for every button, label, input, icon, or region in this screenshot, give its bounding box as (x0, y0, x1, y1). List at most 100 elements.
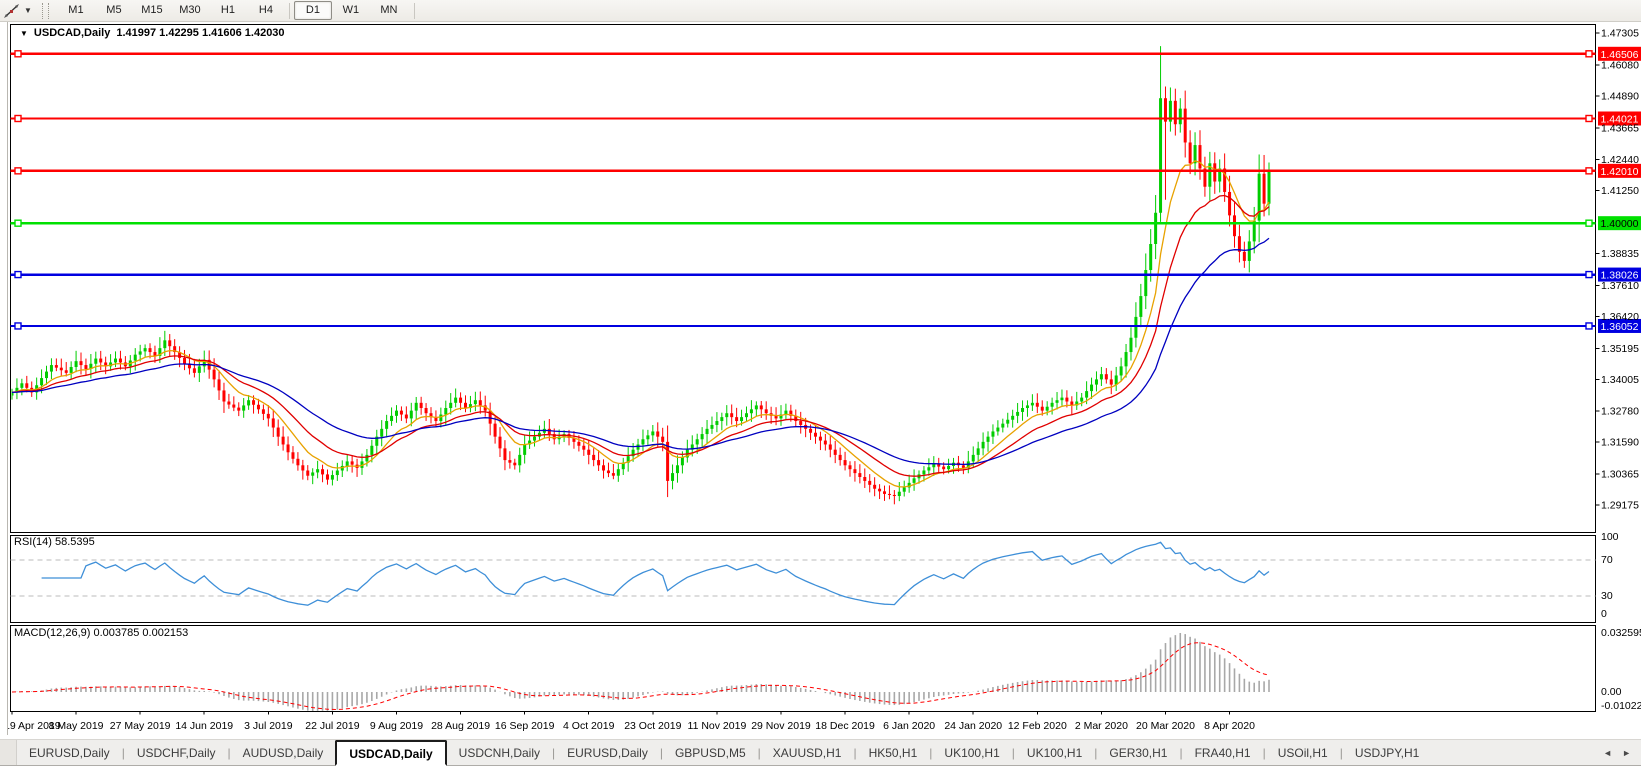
toolbar-separator (413, 2, 415, 19)
tabbar-navigation: ◄ ► (1603, 740, 1641, 765)
timeframe-button-M1[interactable]: M1 (68, 4, 84, 16)
price-axis-label: 1.42440 (1601, 154, 1639, 166)
rsi-line (41, 541, 1270, 606)
chart-tabbar-area: EURUSD,Daily | USDCHF,Daily | AUDUSD,Daily US… (0, 735, 1641, 769)
toolbar-separator (288, 2, 290, 19)
macd-signal-line (11, 642, 1270, 711)
svg-text:1.44021: 1.44021 (1601, 113, 1639, 125)
time-axis-label: 23 Oct 2019 (624, 720, 681, 732)
chart-tab-USDJPY-H1[interactable]: USDJPY,H1 (1354, 746, 1420, 760)
price-axis-label: 1.47305 (1601, 28, 1639, 40)
time-axis-label: 6 Jan 2020 (883, 720, 935, 732)
rsi-axis-label: 70 (1601, 554, 1613, 566)
tab-separator: | (659, 745, 663, 760)
time-axis-label: 18 Dec 2019 (815, 720, 875, 732)
price-badge-1.44021 (1598, 111, 1641, 126)
chart-tab-GER30-H1[interactable]: GER30,H1 (1109, 746, 1168, 760)
macd-pane[interactable] (10, 625, 1596, 712)
price-badge-1.46506 (1598, 46, 1641, 61)
rsi-indicator-label: RSI(14) 58.5395 (14, 536, 95, 548)
svg-text:1.36052: 1.36052 (1601, 321, 1639, 333)
chart-tab-USDCHF-Daily[interactable]: USDCHF,Daily (136, 746, 216, 760)
macd-axis-label: -0.010227 (1601, 700, 1641, 712)
tab-separator: | (1179, 745, 1183, 760)
rsi-axis-label: 30 (1601, 590, 1613, 602)
time-axis-label: 24 Jan 2020 (944, 720, 1002, 732)
timeframe-button-M30[interactable]: M30 (179, 4, 201, 16)
chart-tab-UK100-H1[interactable]: UK100,H1 (944, 746, 1000, 760)
chart-tab-GBPUSD-M5[interactable]: GBPUSD,M5 (674, 746, 746, 760)
tab-separator: | (121, 745, 125, 760)
tab-separator: | (1262, 745, 1266, 760)
chart-canvas[interactable]: 1.46506 1.44021 1.42010 1.40000 1.38026 1.360… (8, 22, 1641, 735)
time-axis-label: 8 May 2019 (49, 720, 104, 732)
tab-separator: | (552, 745, 556, 760)
price-axis-label: 1.35195 (1601, 343, 1639, 355)
chart-tab-USDCAD-Daily[interactable]: USDCAD,Daily (335, 740, 447, 766)
hline-1.44021[interactable]: 1.44021 (10, 111, 1641, 126)
price-badge-1.40000 (1598, 216, 1641, 231)
time-axis-label: 2 Mar 2020 (1075, 720, 1128, 732)
time-axis-label: 14 Jun 2019 (175, 720, 233, 732)
tab-separator: | (1339, 745, 1343, 760)
chart-tab-USOil-H1[interactable]: USOil,H1 (1277, 746, 1328, 760)
rsi-pane[interactable] (10, 535, 1596, 623)
time-axis-label: 3 Jul 2019 (244, 720, 293, 732)
price-axis-label: 1.31590 (1601, 437, 1639, 449)
timeframe-button-M15[interactable]: M15 (141, 4, 163, 16)
time-axis-label: 28 Aug 2019 (431, 720, 490, 732)
chart-title: ▼ USDCAD,Daily 1.41997 1.42295 1.41606 1… (20, 27, 285, 39)
timeframe-button-W1[interactable]: W1 (342, 4, 360, 16)
time-axis-label: 22 Jul 2019 (305, 720, 359, 732)
macd-histogram (16, 633, 1270, 711)
moving-average-slow (11, 237, 1270, 466)
tool-dropdown-caret-icon[interactable]: ▼ (24, 6, 32, 15)
chart-tab-UK100-H1[interactable]: UK100,H1 (1026, 746, 1083, 760)
chart-tab-FRA40-H1[interactable]: FRA40,H1 (1194, 746, 1251, 760)
hline-1.42010[interactable]: 1.42010 (10, 163, 1641, 178)
chart-tab-XAUUSD-H1[interactable]: XAUUSD,H1 (772, 746, 842, 760)
timeframe-button-H1[interactable]: H1 (220, 4, 235, 16)
rsi-axis-label: 100 (1601, 531, 1619, 543)
tab-separator: | (1094, 745, 1098, 760)
tab-separator: | (757, 745, 761, 760)
timeframe-button-D1[interactable]: D1 (293, 1, 332, 20)
price-axis-label: 1.37610 (1601, 280, 1639, 292)
timeframe-button-M5[interactable]: M5 (106, 4, 122, 16)
svg-text:1.46506: 1.46506 (1601, 49, 1639, 61)
chart-tab-AUDUSD-Daily[interactable]: AUDUSD,Daily (242, 746, 324, 760)
chart-window[interactable]: 1.46506 1.44021 1.42010 1.40000 1.38026 1.360… (8, 22, 1641, 735)
hline-1.46506[interactable]: 1.46506 (10, 46, 1641, 61)
timeframe-button-MN[interactable]: MN (380, 4, 398, 16)
time-axis-label: 19 Apr 2019 (8, 720, 61, 732)
hline-1.40000[interactable]: 1.40000 (10, 216, 1641, 231)
tab-scroll-left-icon[interactable]: ◄ (1603, 747, 1613, 758)
main-price-pane[interactable] (10, 24, 1596, 533)
toolbar-drag-grip[interactable] (41, 2, 49, 19)
timeframe-buttons: M1 M5 M15 M30 H1 H4 D1 W1 MN (57, 1, 408, 20)
chart-tab-HK50-H1[interactable]: HK50,H1 (868, 746, 918, 760)
hline-1.38026[interactable]: 1.38026 (10, 267, 1641, 282)
price-axis-label: 1.36420 (1601, 311, 1639, 323)
timeframe-button-H4[interactable]: H4 (258, 4, 273, 16)
svg-text:1.42010: 1.42010 (1601, 166, 1639, 178)
chart-tab-USDCNH-Daily[interactable]: USDCNH,Daily (458, 746, 541, 760)
chart-ohlc-values: 1.41997 1.42295 1.41606 1.42030 (116, 27, 285, 39)
svg-text:1.40000: 1.40000 (1601, 218, 1639, 230)
moving-average-fast (11, 160, 1270, 488)
line-draw-tool-icon[interactable] (3, 3, 21, 19)
time-axis-scale-area[interactable] (11, 713, 1596, 735)
chart-collapse-caret-icon[interactable]: ▼ (20, 28, 28, 38)
chart-tab-EURUSD-Daily[interactable]: EURUSD,Daily (567, 746, 648, 760)
price-axis-label: 1.46080 (1601, 59, 1639, 71)
tab-scroll-right-icon[interactable]: ► (1622, 747, 1631, 758)
chart-tab-EURUSD-Daily[interactable]: EURUSD,Daily (29, 746, 110, 760)
candlestick-series (11, 46, 1271, 505)
hline-1.36052[interactable]: 1.36052 (10, 318, 1641, 333)
price-axis-label: 1.32780 (1601, 406, 1639, 418)
price-axis-label: 1.43665 (1601, 122, 1639, 134)
price-axis-label: 1.41250 (1601, 185, 1639, 197)
time-axis-label: 11 Nov 2019 (688, 720, 747, 732)
price-badge-1.36052 (1598, 318, 1641, 333)
